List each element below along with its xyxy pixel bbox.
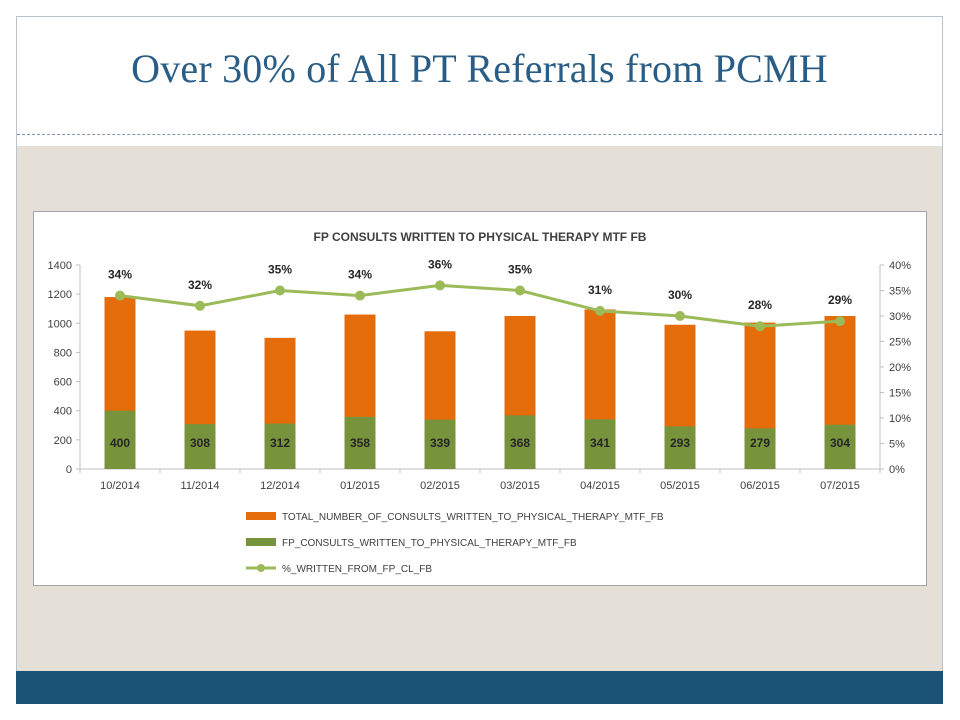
legend-swatch [246,538,276,546]
bar-fp-data-label: 358 [350,436,370,450]
y-tick-label: 600 [54,377,72,389]
x-tick-label: 03/2015 [500,480,540,492]
chart-container: FP CONSULTS WRITTEN TO PHYSICAL THERAPY … [33,211,927,586]
x-tick-label: 04/2015 [580,480,620,492]
bar-fp [264,423,296,469]
y-tick-label: 0 [66,464,72,476]
y-tick-label: 200 [54,435,72,447]
bar-fp [504,415,536,469]
bar-fp-data-label: 312 [270,436,290,450]
percent-data-label: 35% [268,263,292,277]
x-tick-label: 06/2015 [740,480,780,492]
bar-fp-data-label: 341 [590,436,610,450]
percent-point [275,285,285,296]
bar-fp-data-label: 308 [190,436,210,450]
percent-series-line [119,283,841,328]
bar-fp [344,416,376,469]
x-tick-label: 02/2015 [420,480,460,492]
percent-point [595,305,605,316]
y2-tick-label: 25% [889,337,911,349]
bar-fp-data-label: 400 [110,436,130,450]
x-tick-label: 11/2014 [181,480,220,492]
y2-tick-label: 5% [889,439,905,451]
percent-data-label: 34% [348,268,372,282]
x-tick-label: 07/2015 [820,480,860,492]
y2-tick-label: 35% [889,286,911,298]
x-tick-label: 01/2015 [340,480,380,492]
legend-swatch [246,512,276,520]
bar-fp [424,419,456,469]
y2-tick-label: 10% [889,413,911,425]
percent-data-label: 29% [828,293,852,307]
y-tick-label: 1200 [48,289,72,301]
y2-tick-label: 30% [889,311,911,323]
percent-data-label: 30% [668,288,692,302]
bar-fp [184,424,216,469]
percent-point [435,280,445,291]
percent-point [755,321,765,332]
percent-point [355,290,365,301]
bar-fp [664,426,696,469]
y-tick-label: 400 [54,406,72,418]
percent-point [835,316,845,327]
legend-label: %_WRITTEN_FROM_FP_CL_FB [282,564,432,575]
bar-fp-data-label: 279 [750,436,770,450]
percent-data-label: 36% [428,257,452,271]
legend-label: TOTAL_NUMBER_OF_CONSULTS_WRITTEN_TO_PHYS… [282,512,664,523]
percent-data-label: 35% [508,263,532,277]
bar-fp-data-label: 339 [430,436,450,450]
percent-data-label: 32% [188,278,212,292]
chart-title: FP CONSULTS WRITTEN TO PHYSICAL THERAPY … [314,230,647,244]
slide-title: Over 30% of All PT Referrals from PCMH [131,46,828,91]
bar-fp [824,424,856,469]
x-tick-label: 12/2014 [260,480,300,492]
legend-line-marker [257,564,265,572]
percent-data-label: 34% [108,268,132,282]
percent-data-label: 28% [748,298,772,312]
percent-point [675,311,685,321]
y2-tick-label: 15% [889,388,911,400]
bar-fp-data-label: 368 [510,436,530,450]
title-divider [17,134,942,135]
legend-label: FP_CONSULTS_WRITTEN_TO_PHYSICAL_THERAPY_… [282,538,577,549]
y-tick-label: 1000 [48,318,72,330]
y-tick-label: 1400 [48,260,72,272]
y2-tick-label: 20% [889,362,911,374]
bar-fp-data-label: 293 [670,436,690,450]
x-tick-label: 10/2014 [100,480,140,492]
percent-point [515,285,525,296]
y2-tick-label: 0% [889,464,905,476]
percent-point [115,290,125,301]
chart: FP CONSULTS WRITTEN TO PHYSICAL THERAPY … [48,230,912,575]
percent-point [195,300,205,311]
percent-data-label: 31% [588,283,612,297]
bar-fp [104,410,136,469]
bar-fp-data-label: 304 [830,436,850,450]
footer-bar [16,671,943,704]
bar-fp [744,428,776,469]
x-tick-label: 05/2015 [660,480,700,492]
y-tick-label: 800 [54,347,72,359]
bar-fp [584,419,616,469]
y2-tick-label: 40% [889,260,911,272]
